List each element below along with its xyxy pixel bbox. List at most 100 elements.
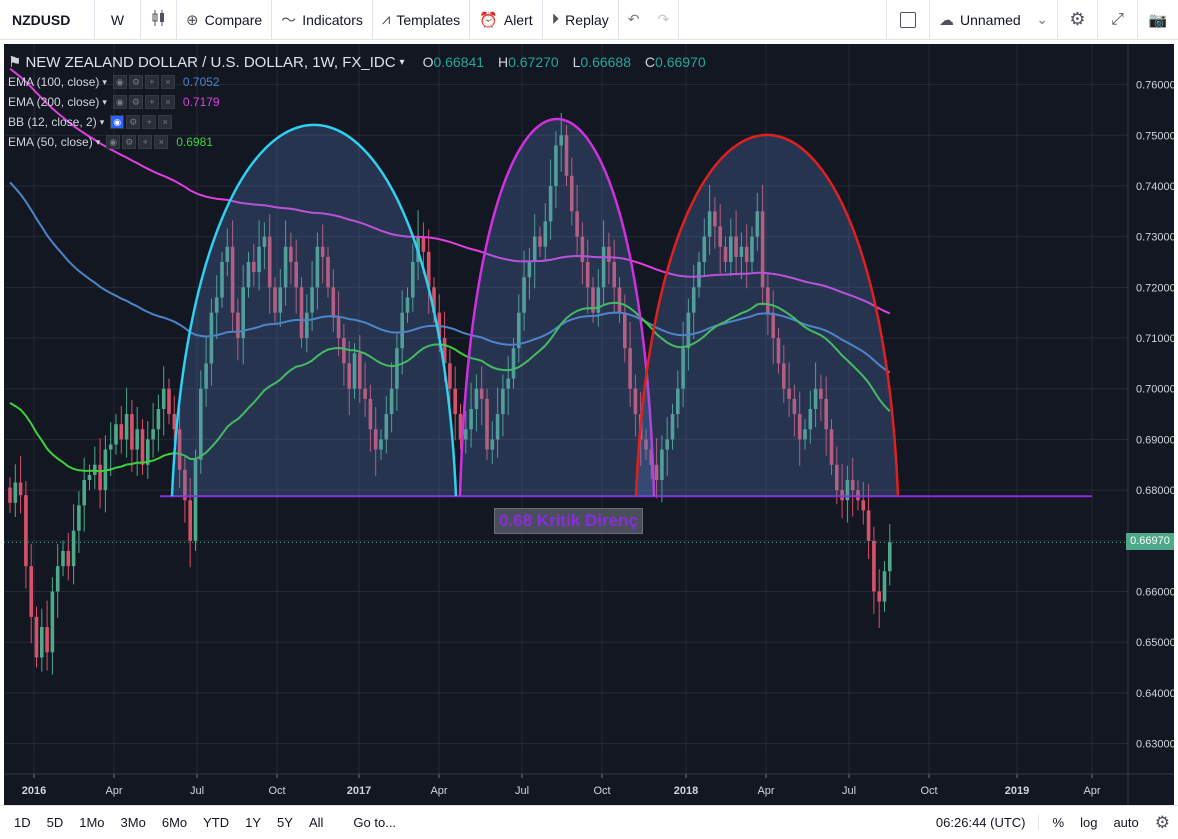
y-tick-label: 0.66000 (1136, 587, 1174, 599)
candle-body (273, 287, 277, 313)
range-3mo[interactable]: 3Mo (120, 815, 146, 830)
indicator-controls[interactable]: ◉ ⚙ + × (110, 115, 174, 129)
flag-icon: ⚑ (8, 54, 22, 71)
candle-body (135, 429, 139, 450)
candle-body (824, 398, 828, 430)
redo-button[interactable]: ↷ (649, 0, 680, 40)
goto-button[interactable]: Go to... (353, 815, 397, 830)
clock-readout[interactable]: 06:26:44 (UTC) (928, 815, 1039, 830)
snapshot-button[interactable]: 📷 (1138, 0, 1178, 40)
candle-body (766, 287, 770, 313)
range-5d[interactable]: 5D (46, 815, 64, 830)
legend-title[interactable]: NEW ZEALAND DOLLAR / U.S. DOLLAR, 1W, FX… (25, 53, 396, 71)
gear-icon: ⚙ (128, 95, 143, 109)
candle-body (644, 439, 648, 450)
fullscreen-toggle[interactable] (886, 0, 930, 40)
expand-button[interactable]: ⤢ (1098, 0, 1138, 40)
auto-toggle[interactable]: auto (1113, 815, 1139, 830)
alert-button[interactable]: ⏰ Alert (470, 0, 543, 40)
compare-button[interactable]: ⊕ Compare (177, 0, 273, 40)
candle-body (718, 226, 722, 247)
indicator-ema50[interactable]: EMA (50, close) ▾ ◉ ⚙ + × 0.6981 (8, 135, 213, 149)
indicator-ema200[interactable]: EMA (200, close) ▾ ◉ ⚙ + × 0.7179 (8, 95, 220, 109)
ema100-line (9, 181, 891, 374)
candle-body (522, 277, 526, 313)
candle-body (326, 256, 330, 288)
indicator-controls[interactable]: ◉ ⚙ + × (112, 75, 177, 89)
chart-type-button[interactable] (141, 0, 177, 40)
candle-body (866, 510, 871, 541)
range-1mo[interactable]: 1Mo (79, 815, 105, 830)
candle-body (676, 388, 680, 415)
candle-body (813, 388, 818, 409)
candle-body (8, 487, 12, 503)
candles-icon (151, 9, 167, 30)
candle-body (320, 246, 325, 257)
candle-body (257, 246, 261, 273)
chevron-down-icon[interactable]: ▾ (399, 56, 405, 68)
candle-body (707, 211, 712, 237)
candle-body (24, 495, 28, 567)
y-tick-label: 0.71000 (1136, 333, 1174, 345)
gear-icon: ⚙ (1154, 812, 1170, 832)
candle-body (681, 348, 685, 389)
arc-2 (458, 118, 656, 497)
symbol-search[interactable]: NZDUSD (0, 0, 95, 40)
replay-button[interactable]: ⏵ Replay (543, 0, 619, 40)
candle-body (66, 550, 71, 567)
y-tick-label: 0.65000 (1136, 637, 1174, 649)
x-tick-label: Jul (842, 785, 856, 797)
templates-button[interactable]: ⩘ Templates (373, 0, 471, 40)
candle-body (45, 626, 49, 653)
candle-body (596, 287, 601, 313)
candle-body (13, 482, 18, 503)
candle-body (538, 236, 542, 247)
candle-body (570, 175, 574, 212)
chart-pane[interactable]: 0.76000 0.75000 0.74000 0.73000 0.72000 0.710… (4, 44, 1174, 805)
y-tick-label: 0.68000 (1136, 485, 1174, 497)
indicators-button[interactable]: 〜 Indicators (272, 0, 373, 40)
range-ytd[interactable]: YTD (203, 815, 230, 830)
candle-body (501, 388, 505, 415)
layout-menu[interactable]: ☁ Unnamed ⌄ (930, 0, 1058, 40)
percent-toggle[interactable]: % (1052, 815, 1065, 830)
indicator-controls[interactable]: ◉ ⚙ + × (112, 95, 177, 109)
range-5y[interactable]: 5Y (277, 815, 293, 830)
candle-body (458, 414, 463, 440)
eye-icon: ◉ (110, 115, 125, 129)
bottom-toolbar: 1D 5D 1Mo 3Mo 6Mo YTD 1Y 5Y All Go to... 06:26:4… (0, 805, 1178, 839)
plus-icon: + (144, 75, 159, 89)
undo-button[interactable]: ↶ (627, 11, 640, 27)
log-toggle[interactable]: log (1080, 815, 1098, 830)
candle-body (262, 236, 267, 247)
ema200-line (9, 67, 891, 315)
candle-body (474, 388, 479, 409)
interval-button[interactable]: W (95, 0, 141, 40)
range-6mo[interactable]: 6Mo (161, 815, 188, 830)
candle-body (336, 317, 341, 339)
indicator-ema100[interactable]: EMA (100, close) ▾ ◉ ⚙ + × 0.7052 (8, 75, 220, 89)
candle-body (230, 246, 235, 313)
candle-body (342, 338, 346, 364)
indicator-controls[interactable]: ◉ ⚙ + × (106, 135, 170, 149)
price-chart[interactable]: 0.76000 0.75000 0.74000 0.73000 0.72000 0.710… (4, 44, 1174, 805)
range-1y[interactable]: 1Y (245, 815, 262, 830)
candle-body (384, 414, 389, 440)
candle-body (87, 474, 92, 480)
range-1d[interactable]: 1D (14, 815, 31, 830)
candle-body (771, 312, 775, 339)
legend-title-row: ⚑ NEW ZEALAND DOLLAR / U.S. DOLLAR, 1W, … (8, 52, 716, 72)
candle-body (760, 211, 765, 288)
candle-body (808, 409, 813, 430)
x-tick-label: Oct (920, 785, 937, 797)
axis-settings-button[interactable]: ⚙ (1147, 813, 1178, 833)
candle-body (183, 469, 187, 501)
current-price-tag: 0.66970 (1126, 533, 1174, 550)
candle-body (654, 464, 659, 480)
resistance-annotation[interactable]: 0.68 Kritik Direnç (494, 508, 643, 534)
indicator-bb[interactable]: BB (12, close, 2) ▾ ◉ ⚙ + × (8, 112, 716, 132)
candle-body (448, 363, 452, 389)
settings-button[interactable]: ⚙ (1058, 0, 1098, 40)
candle-body (506, 378, 510, 389)
range-all[interactable]: All (308, 815, 324, 830)
